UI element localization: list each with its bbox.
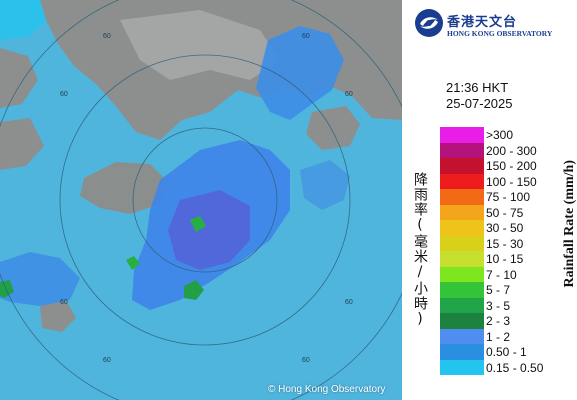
legend-row: 50 - 75 <box>440 204 577 220</box>
legend-row: 7 - 10 <box>440 266 577 282</box>
legend-swatch <box>440 173 484 189</box>
ring-label: 60 <box>345 91 353 98</box>
rain-band-east <box>300 160 350 210</box>
legend-label: 10 - 15 <box>486 252 524 266</box>
legend-row: 10 - 15 <box>440 251 577 267</box>
legend-row: 3 - 5 <box>440 297 577 313</box>
legend-swatch <box>440 220 484 236</box>
legend-swatch <box>440 328 484 344</box>
legend-row: 1 - 2 <box>440 328 577 344</box>
rain-spot-green-3 <box>190 216 206 232</box>
land-west-2 <box>0 118 44 170</box>
legend-label: 150 - 200 <box>486 159 537 173</box>
ring-label: 60 <box>60 299 68 306</box>
legend-label: 3 - 5 <box>486 298 511 313</box>
legend-swatch <box>440 127 484 143</box>
legend-row: >300 <box>440 127 577 143</box>
radar-map: 60 60 60 60 60 60 60 60 © Hong Kong Obse… <box>0 0 402 400</box>
rain-spot-green-2 <box>0 280 14 298</box>
legend-label: 30 - 50 <box>486 221 524 235</box>
legend-swatch <box>440 235 484 251</box>
ring-label: 60 <box>345 299 353 306</box>
radar-time: 21:36 HKT <box>446 80 509 95</box>
legend-row: 150 - 200 <box>440 158 577 174</box>
rain-band-north <box>256 26 344 120</box>
lantau-island <box>80 162 168 214</box>
ring-label: 60 <box>302 357 310 364</box>
legend-label: 0.15 - 0.50 <box>486 360 544 375</box>
legend-swatch <box>440 266 484 282</box>
ring-label: 60 <box>103 33 111 40</box>
legend-label: 200 - 300 <box>486 143 537 158</box>
legend-row: 0.15 - 0.50 <box>440 359 577 375</box>
legend-swatch <box>440 359 484 375</box>
legend-swatch <box>440 142 484 158</box>
ring-label: 60 <box>302 33 310 40</box>
rain-spot-green-4 <box>126 256 140 270</box>
legend-row: 100 - 150 <box>440 173 577 189</box>
legend-row: 200 - 300 <box>440 142 577 158</box>
range-rings <box>0 0 402 400</box>
legend-swatch <box>440 251 484 267</box>
legend-title-chinese: 降雨率(毫米/小時) <box>410 172 436 362</box>
legend-label: 5 - 7 <box>486 283 511 297</box>
ring-label: 60 <box>103 357 111 364</box>
legend-swatch <box>440 189 484 205</box>
land-west <box>0 48 38 108</box>
legend-row: 75 - 100 <box>440 189 577 205</box>
legend-title-chinese-text: 降雨率(毫米/小時) <box>412 172 428 328</box>
legend-row: 2 - 3 <box>440 313 577 329</box>
legend-label: 1 - 2 <box>486 329 511 344</box>
legend-row: 15 - 30 <box>440 235 577 251</box>
legend-label: 75 - 100 <box>486 190 531 204</box>
legend-label: 7 - 10 <box>486 267 517 282</box>
legend-label: >300 <box>486 128 514 142</box>
rain-band-southwest <box>0 252 80 306</box>
rain-band-core <box>168 190 250 270</box>
copyright-text: © Hong Kong Observatory <box>268 384 386 395</box>
legend-swatch <box>440 344 484 360</box>
legend-label: 50 - 75 <box>486 205 524 220</box>
legend-swatch <box>440 313 484 329</box>
rain-spot-green-1 <box>184 280 204 300</box>
info-panel: 香港天文台 HONG KONG OBSERVATORY 21:36 HKT 25… <box>402 0 577 400</box>
legend-label: 100 - 150 <box>486 174 537 189</box>
legend-swatch <box>440 297 484 313</box>
legend-row: 0.50 - 1 <box>440 344 577 360</box>
rain-light-north <box>0 0 46 40</box>
legend-label: 2 - 3 <box>486 314 511 328</box>
legend-title-english-text: Rainfall Rate (mm/h) <box>562 160 577 288</box>
rainfall-legend: >300 200 - 300 150 - 200 100 - 150 75 - 100 5… <box>440 127 577 375</box>
legend-swatch <box>440 158 484 174</box>
legend-row: 30 - 50 <box>440 220 577 236</box>
legend-title-english: Rainfall Rate (mm/h) <box>562 160 577 360</box>
legend-row: 5 - 7 <box>440 282 577 298</box>
hko-logo-icon <box>415 9 443 37</box>
legend-swatch <box>440 282 484 298</box>
south-west-island <box>40 300 76 332</box>
legend-swatch <box>440 204 484 220</box>
legend-label: 15 - 30 <box>486 236 524 251</box>
range-ring-labels: 60 60 60 60 60 60 60 60 <box>60 33 353 364</box>
logo-english-text: HONG KONG OBSERVATORY <box>447 29 553 38</box>
ring-label: 60 <box>60 91 68 98</box>
legend-label: 0.50 - 1 <box>486 345 527 359</box>
hko-logo: 香港天文台 HONG KONG OBSERVATORY <box>414 8 574 40</box>
logo-chinese-text: 香港天文台 <box>447 15 518 30</box>
east-islands <box>306 106 360 150</box>
radar-image: 60 60 60 60 60 60 60 60 <box>0 0 402 400</box>
radar-date: 25-07-2025 <box>446 96 513 111</box>
